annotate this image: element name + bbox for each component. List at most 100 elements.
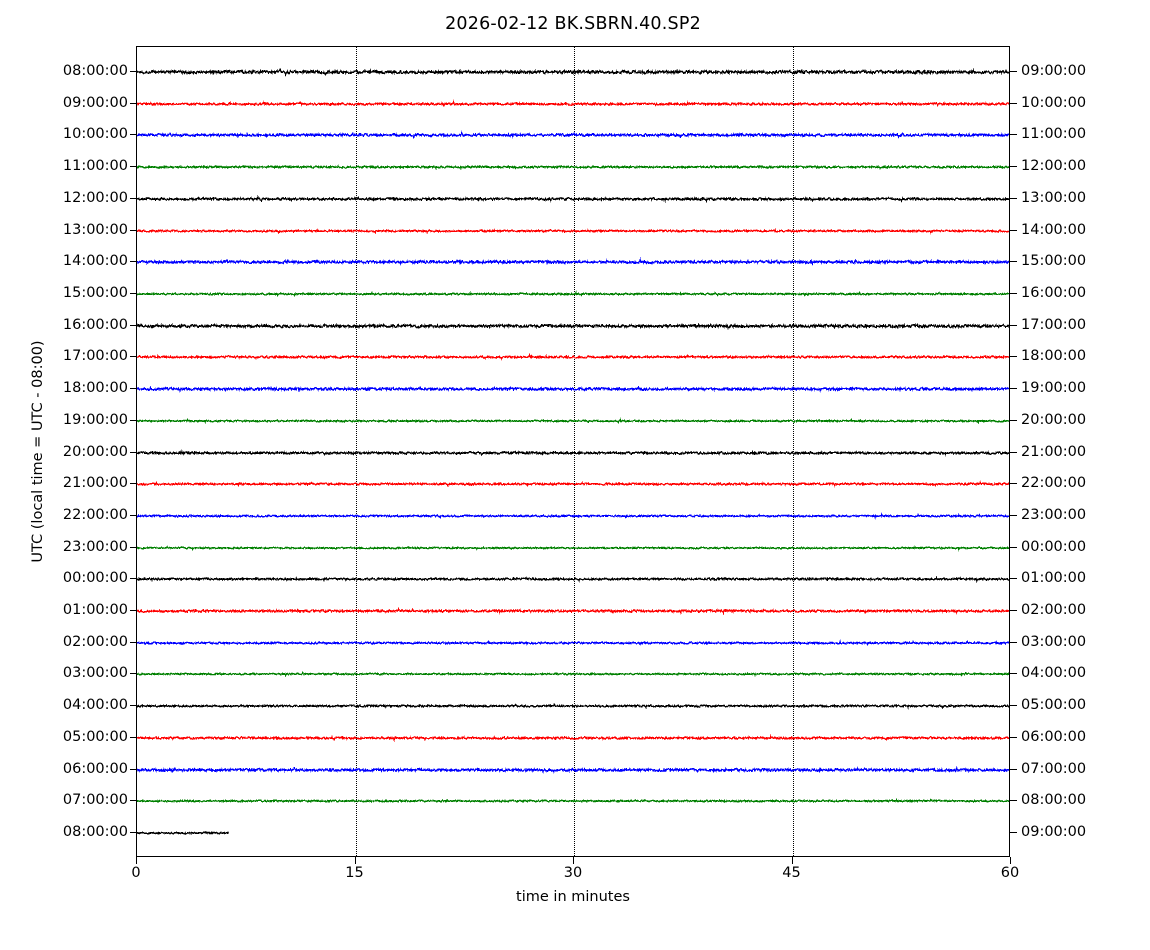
trace-row: [137, 154, 1009, 180]
y-tick-right: [1010, 673, 1017, 675]
y-tick-left: [129, 166, 136, 168]
y-tick-right: [1010, 71, 1017, 72]
y-tick-right: [1010, 102, 1017, 104]
trace-line-15:00:00: [137, 290, 1009, 298]
y-tick-label-left: 17:00:00: [62, 348, 128, 365]
y-tick-label-right: 06:00:00: [1021, 728, 1087, 745]
trace-row: [137, 566, 1009, 592]
trace-row: [137, 725, 1009, 751]
y-tick-label-left: 21:00:00: [62, 474, 128, 491]
trace-row: [137, 313, 1009, 339]
y-tick-label-right: 14:00:00: [1021, 221, 1087, 238]
y-tick-label-right: 05:00:00: [1021, 696, 1087, 713]
y-tick-right: [1010, 832, 1017, 833]
trace-row: [137, 249, 1009, 275]
trace-row: [137, 281, 1009, 307]
trace-row: [137, 186, 1009, 212]
y-tick-label-right: 21:00:00: [1021, 443, 1087, 460]
trace-line-08:00:00: [137, 830, 230, 836]
y-tick-left: [129, 546, 136, 548]
trace-line-14:00:00: [137, 257, 1009, 267]
trace-line-10:00:00: [137, 130, 1009, 141]
trace-row: [137, 218, 1009, 244]
trace-row: [137, 471, 1009, 497]
y-tick-left: [129, 419, 136, 421]
trace-line-16:00:00: [137, 322, 1009, 330]
axis-ticks-overlay: [129, 46, 1017, 864]
trace-line-21:00:00: [137, 480, 1009, 488]
trace-row: [137, 630, 1009, 656]
y-tick-label-left: 08:00:00: [62, 823, 128, 840]
y-tick-left: [129, 71, 136, 72]
trace-row: [137, 503, 1009, 529]
y-tick-label-right: 01:00:00: [1021, 570, 1087, 587]
y-tick-label-right: 00:00:00: [1021, 538, 1087, 555]
y-tick-label-left: 08:00:00: [62, 62, 128, 79]
trace-line-22:00:00: [137, 512, 1009, 520]
y-tick-label-right: 15:00:00: [1021, 253, 1087, 269]
y-tick-left: [129, 451, 136, 453]
y-tick-right: [1010, 768, 1017, 770]
trace-row: [137, 820, 1009, 846]
y-tick-label-left: 07:00:00: [62, 792, 128, 809]
y-tick-label-left: 04:00:00: [62, 696, 128, 713]
y-tick-left: [129, 832, 136, 833]
x-tick-60: [1010, 857, 1011, 864]
y-axis-label: UTC (local time = UTC - 08:00): [30, 340, 46, 563]
y-tick-right: [1010, 166, 1017, 168]
x-tick-label-15: 15: [345, 865, 364, 881]
y-tick-left: [129, 388, 136, 390]
trace-row: [137, 788, 1009, 814]
y-tick-left: [129, 197, 136, 199]
y-tick-label-left: 05:00:00: [62, 728, 128, 745]
trace-row: [137, 59, 1009, 85]
x-tick-0: [136, 857, 137, 864]
y-tick-left: [129, 134, 136, 136]
x-tick-30: [573, 857, 574, 864]
y-tick-left: [129, 102, 136, 104]
y-tick-label-right: 07:00:00: [1021, 760, 1087, 777]
y-tick-right: [1010, 292, 1017, 294]
y-tick-left: [129, 705, 136, 707]
trace-line-09:00:00: [137, 99, 1009, 107]
trace-row: [137, 408, 1009, 434]
y-tick-left: [129, 768, 136, 770]
trace-line-00:00:00: [137, 575, 1009, 584]
y-tick-left: [129, 673, 136, 675]
trace-line-07:00:00: [137, 798, 1009, 804]
y-tick-label-right: 16:00:00: [1021, 284, 1087, 301]
y-tick-left: [129, 229, 136, 231]
x-tick-label-45: 45: [782, 865, 801, 881]
trace-row: [137, 344, 1009, 370]
x-tick-label-30: 30: [563, 865, 583, 881]
y-tick-right: [1010, 261, 1017, 263]
y-tick-label-left: 12:00:00: [62, 189, 128, 206]
y-tick-left: [129, 514, 136, 516]
y-tick-label-right: 11:00:00: [1021, 126, 1087, 143]
trace-row: [137, 535, 1009, 561]
x-tick-15: [354, 857, 356, 864]
y-tick-left: [129, 641, 136, 643]
y-tick-left: [129, 578, 136, 580]
y-tick-right: [1010, 800, 1017, 802]
trace-row: [137, 91, 1009, 117]
trace-row: [137, 661, 1009, 687]
traces-layer: [137, 47, 1009, 856]
plot-area: [136, 46, 1010, 857]
trace-line-12:00:00: [137, 194, 1009, 204]
y-tick-label-left: 15:00:00: [62, 284, 128, 301]
trace-line-11:00:00: [137, 164, 1009, 171]
y-tick-label-right: 08:00:00: [1021, 792, 1087, 809]
y-tick-right: [1010, 451, 1017, 453]
y-tick-right: [1010, 134, 1017, 136]
y-tick-label-left: 20:00:00: [62, 443, 128, 460]
y-tick-right: [1010, 483, 1017, 485]
y-tick-label-left: 16:00:00: [62, 316, 128, 333]
y-tick-label-right: 10:00:00: [1021, 94, 1087, 111]
y-tick-label-right: 02:00:00: [1021, 601, 1087, 618]
y-tick-right: [1010, 229, 1017, 231]
y-tick-left: [129, 736, 136, 738]
y-tick-label-left: 13:00:00: [62, 221, 128, 238]
trace-line-08:00:00: [137, 68, 1009, 78]
